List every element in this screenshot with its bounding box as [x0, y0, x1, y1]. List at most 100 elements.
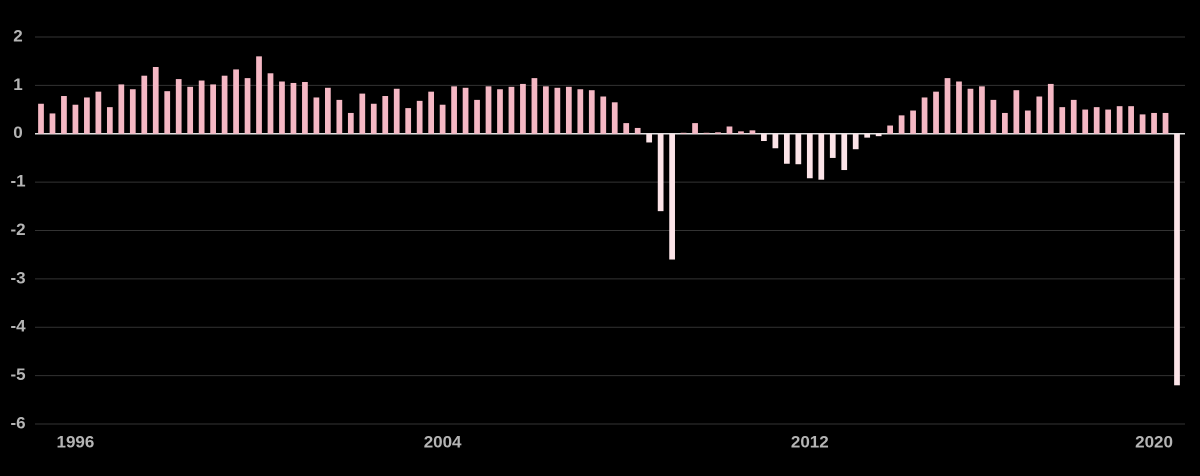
y-tick-label: 1: [13, 75, 22, 94]
bar: [1105, 109, 1112, 134]
y-tick-label: -1: [10, 172, 25, 191]
bar: [715, 132, 721, 134]
x-tick-label: 2004: [424, 432, 462, 451]
bar: [508, 86, 515, 134]
y-tick-label: -3: [10, 268, 25, 287]
bar: [428, 91, 435, 134]
bar: [49, 113, 56, 134]
y-tick-label: -4: [10, 317, 26, 336]
bar: [680, 132, 687, 134]
x-tick-label: 2012: [791, 432, 829, 451]
bar: [669, 133, 675, 260]
bar: [634, 127, 641, 134]
bar: [370, 103, 377, 134]
bar: [84, 97, 90, 134]
bar: [1128, 106, 1134, 134]
bar: [933, 91, 939, 134]
bar: [359, 93, 366, 134]
bar: [577, 89, 584, 134]
bar: [393, 88, 400, 134]
bar: [462, 87, 469, 134]
bar: [1093, 107, 1100, 134]
bar: [565, 86, 572, 134]
bar: [979, 86, 985, 134]
bar: [1174, 133, 1180, 386]
bar: [336, 99, 343, 134]
bar: [256, 56, 262, 134]
bar: [910, 110, 916, 134]
bar: [95, 91, 102, 134]
bar: [738, 131, 744, 134]
bar: [279, 81, 285, 134]
bar: [497, 89, 503, 134]
bar: [795, 133, 802, 165]
bar: [887, 125, 893, 134]
bar: [152, 66, 159, 134]
bar: [818, 133, 825, 180]
bar: [1002, 112, 1008, 134]
bar: [1116, 106, 1123, 134]
bar: [1036, 96, 1043, 134]
bar: [302, 81, 308, 134]
bar: [290, 82, 297, 134]
bar: [761, 133, 767, 142]
bar: [921, 97, 928, 134]
bar: [106, 107, 113, 134]
bar: [474, 99, 480, 134]
bar: [233, 69, 239, 134]
y-tick-label: -5: [10, 365, 25, 384]
x-tick-label: 2020: [1135, 432, 1173, 451]
bar: [600, 96, 607, 134]
bar: [221, 75, 228, 134]
bar: [520, 83, 526, 134]
bar: [829, 133, 836, 158]
y-tick-label: 2: [13, 26, 22, 45]
bar: [1070, 99, 1077, 134]
bar: [1162, 112, 1169, 134]
bar: [967, 88, 974, 134]
bar: [726, 126, 733, 134]
bar: [1139, 114, 1146, 134]
bar: [944, 78, 951, 134]
x-tick-label: 1996: [57, 432, 95, 451]
bar: [772, 133, 779, 149]
bar: [164, 91, 171, 134]
bar: [267, 73, 274, 134]
y-tick-label: -6: [10, 413, 25, 432]
bar: [72, 104, 79, 134]
bar: [703, 132, 710, 134]
bar: [852, 133, 859, 150]
bar: [244, 78, 251, 134]
bar: [588, 90, 595, 134]
bar: [898, 115, 905, 134]
bar: [325, 87, 331, 134]
bar: [313, 97, 320, 134]
bar: [1151, 112, 1157, 134]
bar: [1082, 109, 1089, 134]
bar: [405, 108, 412, 134]
bar: [382, 96, 389, 134]
bar: [61, 96, 67, 134]
bar: [531, 78, 538, 134]
bar: [1047, 83, 1054, 134]
bar: [187, 86, 194, 134]
bar: [141, 75, 148, 134]
bar: [783, 133, 790, 164]
bar: [175, 79, 182, 134]
bar: [841, 133, 848, 171]
y-tick-label: -2: [10, 220, 25, 239]
bar: [1059, 107, 1066, 134]
bar: [439, 104, 446, 134]
bar: [554, 87, 561, 134]
bar: [956, 81, 962, 134]
bar: [129, 89, 136, 134]
bar: [210, 84, 216, 134]
bar: [485, 86, 492, 134]
bar: [416, 100, 423, 134]
bar: [875, 133, 882, 137]
bar: [990, 99, 997, 134]
bar: [692, 123, 698, 134]
bar: [38, 103, 44, 134]
bar: [1013, 90, 1020, 134]
